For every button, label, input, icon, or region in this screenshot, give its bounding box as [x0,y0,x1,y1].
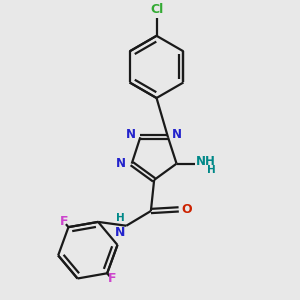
Text: N: N [116,157,126,170]
Text: H: H [116,213,125,223]
Text: N: N [172,128,182,141]
Text: NH: NH [196,155,216,169]
Text: H: H [207,164,216,175]
Text: N: N [126,128,136,141]
Text: N: N [115,226,126,239]
Text: F: F [60,215,68,228]
Text: O: O [181,203,192,216]
Text: F: F [107,272,116,285]
Text: Cl: Cl [150,3,163,16]
